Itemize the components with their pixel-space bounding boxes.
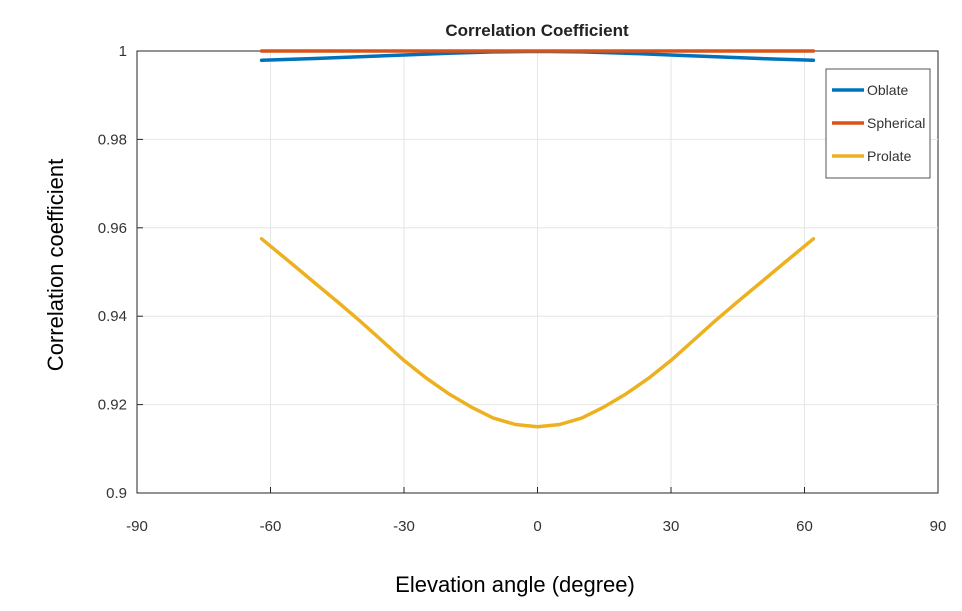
- x-tick-label: 60: [796, 518, 813, 535]
- y-tick-label: 0.98: [98, 131, 127, 148]
- y-tick-label: 0.9: [106, 485, 127, 502]
- y-tick-label: 0.92: [98, 397, 127, 414]
- legend: Oblate Spherical Prolate: [825, 68, 931, 179]
- x-axis-label: Elevation angle (degree): [395, 572, 635, 597]
- x-tick-label: 90: [930, 518, 947, 535]
- x-tick-label: 0: [533, 518, 541, 535]
- grid: [137, 51, 938, 493]
- legend-label-prolate: Prolate: [867, 148, 912, 164]
- series-line-prolate: [259, 237, 816, 429]
- axis-ticks: -90 -60 -30 0 30 60 90 0.9 0.92 0.94 0.96 0.98 1: [98, 43, 947, 535]
- y-axis-label: Correlation coefficient: [43, 159, 68, 371]
- y-tick-label: 1: [119, 43, 127, 60]
- y-tick-label: 0.96: [98, 220, 127, 237]
- x-tick-label: -90: [126, 518, 148, 535]
- legend-label-oblate: Oblate: [867, 82, 908, 98]
- x-tick-label: -30: [393, 518, 415, 535]
- series-lines: [259, 49, 816, 429]
- x-tick-label: -60: [260, 518, 282, 535]
- y-tick-label: 0.94: [98, 308, 127, 325]
- x-tick-label: 30: [663, 518, 680, 535]
- chart-title: Correlation Coefficient: [445, 21, 629, 40]
- legend-label-spherical: Spherical: [867, 115, 925, 131]
